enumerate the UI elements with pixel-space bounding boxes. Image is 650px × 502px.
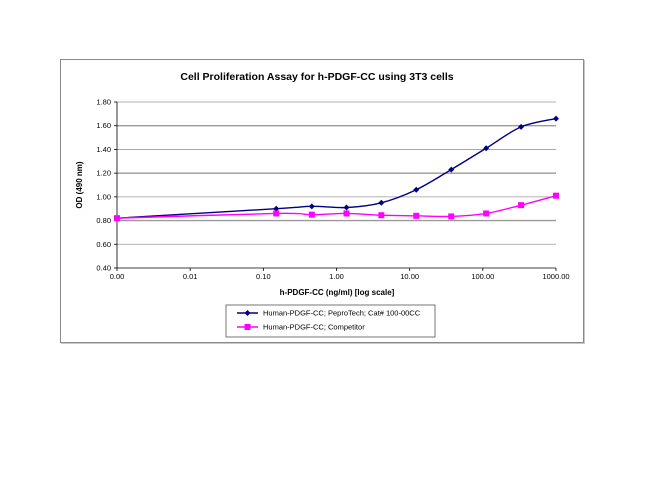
legend-item: Human-PDGF-CC; PeproTech; Cat# 100-00CC: [237, 309, 421, 318]
y-tick-label: 0.40: [96, 264, 111, 273]
square-marker: [518, 202, 525, 209]
y-tick-label: 1.60: [96, 121, 111, 130]
legend-item: Human-PDGF-CC; Competitor: [237, 323, 365, 332]
gridlines: [117, 101, 556, 245]
legend-box: [225, 304, 436, 338]
x-tick-label: 0.01: [183, 272, 198, 281]
diamond-marker: [448, 166, 455, 173]
y-axis-ticks: 0.40 0.60 0.80 1.00 1.20 1.40 1.60 1.80: [96, 98, 117, 273]
x-tick-label: 100.00: [471, 272, 494, 281]
x-axis-ticks: 0.00 0.01 0.10 1.00 10.00 100.00 1000.00: [110, 268, 570, 281]
x-tick-label: 1.00: [329, 272, 344, 281]
square-marker: [553, 192, 559, 199]
series-1: [114, 115, 559, 222]
y-tick-label: 1.00: [96, 192, 111, 201]
square-marker: [448, 213, 455, 220]
legend: Human-PDGF-CC; PeproTech; Cat# 100-00CC H…: [225, 304, 436, 338]
y-tick-label: 0.60: [96, 240, 111, 249]
line-chart: Cell Proliferation Assay for h-PDGF-CC u…: [75, 71, 570, 338]
legend-label: Human-PDGF-CC; Competitor: [263, 323, 365, 332]
x-tick-label: 1000.00: [542, 272, 569, 281]
x-tick-label: 0.00: [110, 272, 125, 281]
diamond-marker: [244, 310, 251, 316]
x-tick-label: 10.00: [400, 272, 419, 281]
y-tick-label: 1.80: [96, 98, 111, 107]
diamond-marker: [553, 115, 559, 122]
square-marker: [308, 211, 315, 218]
square-marker: [483, 210, 490, 217]
square-marker: [413, 212, 420, 219]
data-series: [114, 115, 559, 222]
series-2: [114, 192, 559, 222]
y-tick-label: 0.80: [96, 216, 111, 225]
y-tick-label: 1.40: [96, 145, 111, 154]
chart-frame: Cell Proliferation Assay for h-PDGF-CC u…: [60, 59, 584, 343]
series-line: [116, 117, 557, 219]
diamond-marker: [273, 205, 280, 212]
square-marker: [114, 215, 120, 222]
chart-title: Cell Proliferation Assay for h-PDGF-CC u…: [180, 71, 453, 83]
square-marker: [244, 324, 251, 330]
square-marker: [378, 212, 385, 219]
square-marker: [343, 210, 350, 217]
diamond-marker: [483, 145, 490, 152]
y-axis-label: OD (490 nm): [75, 161, 84, 208]
x-tick-label: 0.10: [256, 272, 271, 281]
diamond-marker: [378, 199, 385, 206]
diamond-marker: [413, 186, 420, 193]
diamond-marker: [308, 203, 315, 210]
square-marker: [273, 210, 280, 217]
x-axis-label: h-PDGF-CC (ng/ml) [log scale]: [280, 288, 395, 297]
diamond-marker: [343, 204, 350, 211]
legend-label: Human-PDGF-CC; PeproTech; Cat# 100-00CC: [263, 309, 421, 318]
diamond-marker: [518, 123, 525, 130]
y-tick-label: 1.20: [96, 169, 111, 178]
